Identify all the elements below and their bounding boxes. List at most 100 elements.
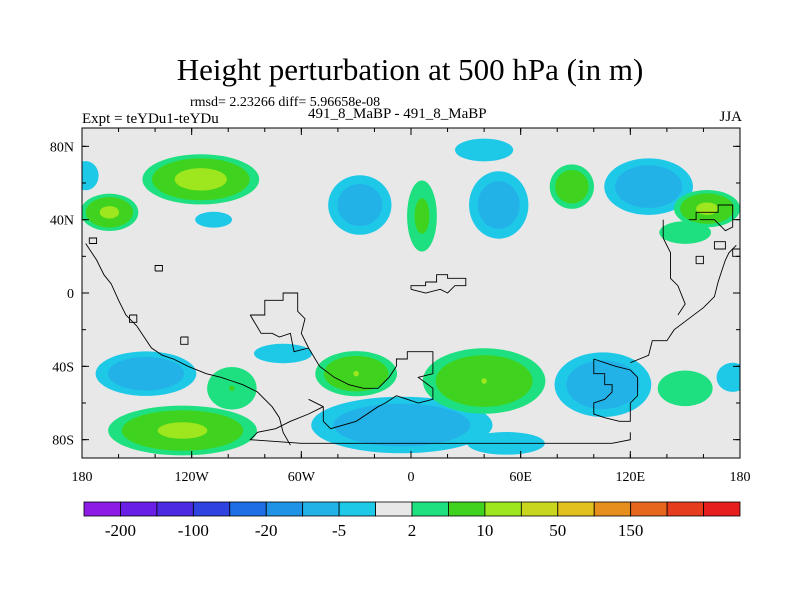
coastlines — [85, 204, 740, 446]
contour-sh-neg-4-5 — [566, 360, 640, 410]
anomaly-nh-neg-6 — [195, 211, 233, 228]
colorbar-label: 150 — [618, 521, 644, 540]
colorbar-swatch — [229, 501, 267, 517]
coastline-8 — [593, 358, 639, 422]
coastline-14 — [88, 237, 98, 244]
anomaly-nh-neg-4 — [604, 158, 693, 215]
contour-sh-neg-5-2 — [716, 362, 740, 392]
colorbar-swatch — [120, 501, 158, 517]
contour-sh-pos-4-10 — [481, 378, 487, 384]
colorbar-swatch — [192, 501, 231, 517]
contour-sh-pos-1-10 — [157, 422, 208, 439]
anomaly-sh-pos-1 — [108, 405, 257, 456]
anomaly-sh-neg-1 — [95, 351, 197, 396]
anomaly-nh-pos-4 — [549, 164, 595, 209]
colorbar-swatch — [703, 501, 741, 517]
contour-nh-pos-5-10 — [696, 202, 719, 215]
coastline-7 — [410, 274, 467, 294]
colorbar-swatch — [375, 501, 413, 517]
coastline-4 — [249, 292, 310, 353]
coastline-0 — [85, 243, 291, 446]
colorbar-swatch — [593, 501, 632, 517]
contour-nh-pos-1-10 — [174, 168, 227, 191]
colorbar-label: 50 — [549, 521, 566, 540]
chart-subtitle: rmsd= 2.23266 diff= 5.96658e-08 — [190, 95, 381, 110]
coastline-9 — [630, 244, 737, 364]
colorbar-swatch — [411, 501, 449, 517]
contour-nh-neg-4-5 — [615, 165, 683, 209]
colorbar-label: -5 — [332, 521, 346, 540]
experiment-label: Expt = teYDu1-teYDu — [82, 111, 219, 127]
contour-sh-neg-3-5 — [333, 403, 471, 447]
colorbar-swatch — [484, 501, 522, 517]
contour-sh-pos-2-5 — [229, 385, 235, 392]
x-tick-label: 180 — [730, 470, 751, 485]
colorbar-swatch — [630, 501, 668, 517]
contour-sh-pos-5-2 — [657, 370, 713, 407]
coastline-11 — [688, 204, 734, 232]
anomaly-nh-neg-3 — [455, 138, 514, 162]
anomaly-nh-neg-1 — [328, 175, 392, 235]
anomaly-sh-neg-3 — [311, 396, 493, 454]
y-tick-label: 0 — [67, 287, 74, 302]
colorbar-label: -200 — [105, 521, 136, 540]
contour-nh-pos-2-10 — [99, 206, 120, 219]
coastline-10 — [662, 219, 686, 316]
contour-nh-neg-5-2 — [82, 161, 99, 191]
colorbar-label: -20 — [255, 521, 278, 540]
coastline-13 — [713, 241, 726, 250]
contour-sh-pos-3-10 — [353, 370, 359, 377]
colorbar-swatch — [448, 501, 486, 517]
chart-title: Height perturbation at 500 hPa (in m) — [176, 52, 644, 87]
anomaly-nh-neg-5 — [82, 161, 99, 191]
anomaly-sh-neg-4 — [554, 352, 652, 418]
x-tick-label: 120E — [616, 470, 646, 485]
anomaly-nh-pos-3 — [407, 180, 437, 252]
anomaly-sh-neg-2 — [253, 343, 313, 364]
anomaly-sh-pos-5 — [657, 370, 713, 407]
axes: 180 120W 60W 0 60E 120E 180 80N 40N 0 40S 80S — [50, 128, 751, 485]
anomaly-nh-pos-5 — [674, 190, 740, 228]
anomaly-sh-neg-5 — [716, 362, 740, 392]
x-tick-label: 60W — [288, 470, 316, 485]
contour-nh-neg-1-5 — [337, 183, 383, 227]
anomaly-sh-pos-2 — [207, 367, 257, 410]
colorbar-label: -100 — [178, 521, 209, 540]
coastline-3 — [154, 265, 163, 272]
contour-sh-neg-1-5 — [107, 356, 185, 391]
colorbar-swatch — [520, 501, 559, 517]
x-tick-label: 120W — [175, 470, 210, 485]
coastline-5 — [308, 347, 434, 430]
coastline-1 — [129, 314, 138, 323]
x-tick-label: 60E — [509, 470, 532, 485]
coastline-6 — [249, 406, 631, 444]
contour-nh-neg-2-5 — [477, 181, 520, 229]
anomaly-nh-pos-6 — [659, 221, 712, 244]
contour-nh-neg-3-2 — [455, 138, 514, 162]
season-label: JJA — [719, 109, 742, 125]
anomaly-nh-pos-2 — [82, 193, 139, 231]
colorbar-swatch — [156, 501, 194, 517]
x-tick-label: 180 — [72, 470, 93, 485]
x-tick-label: 0 — [408, 470, 415, 485]
coastline-2 — [180, 336, 189, 345]
colorbar-swatch — [265, 501, 304, 517]
colorbar-swatch — [302, 501, 340, 517]
y-tick-label: 80N — [50, 140, 74, 155]
contour-nh-pos-3-5 — [414, 198, 430, 234]
anomaly-nh-neg-2 — [469, 171, 529, 239]
contour-sh-neg-2-2 — [253, 343, 313, 364]
colorbar-swatch — [83, 501, 121, 517]
y-tick-label: 40N — [50, 214, 74, 229]
y-tick-label: 40S — [52, 360, 74, 375]
contour-nh-pos-6-2 — [659, 221, 712, 244]
colorbar-label: 2 — [408, 521, 417, 540]
case-label: 491_8_MaBP - 491_8_MaBP — [308, 106, 487, 122]
colorbar: -200 -100 -20 -5 2 10 50 150 — [83, 501, 741, 540]
colorbar-swatch — [666, 501, 704, 517]
contour-nh-pos-4-5 — [555, 169, 589, 204]
coastline-12 — [695, 255, 704, 265]
anomaly-sh-pos-4 — [422, 348, 546, 414]
anomaly-sh-pos-3 — [315, 351, 398, 397]
